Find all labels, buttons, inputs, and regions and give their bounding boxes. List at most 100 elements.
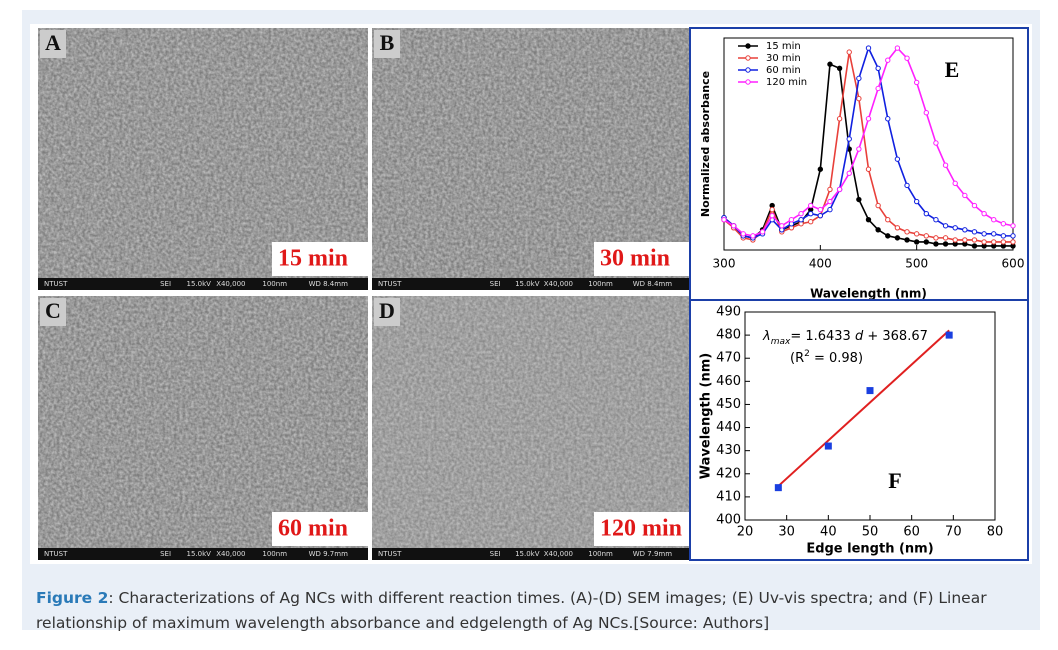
sem-footer-bar (38, 278, 368, 290)
point-marker (971, 237, 978, 243)
point-marker (808, 202, 814, 209)
point-marker (827, 186, 833, 193)
sem-footer-text: WD 8.4mm (633, 280, 672, 288)
point-marker (962, 192, 968, 199)
point-marker (991, 217, 997, 223)
caption-label: Figure 2 (36, 589, 109, 607)
sem-footer-text: 100nm (588, 280, 613, 288)
r-squared-part: 2 (804, 349, 810, 359)
legend-label: 60 min (766, 65, 801, 76)
time-label-box (272, 512, 368, 546)
point-marker (952, 237, 958, 243)
panel-label-box (40, 298, 66, 326)
point-marker (904, 237, 910, 243)
sem-footer-bar (38, 548, 368, 560)
time-label: 120 min (600, 516, 682, 542)
y-tick-label: 400 (716, 513, 741, 528)
time-label-box (594, 242, 690, 276)
point-marker (808, 219, 814, 225)
fit-line (777, 329, 950, 487)
caption: Figure 2: Characterizations of Ag NCs wi… (36, 586, 1036, 636)
point-marker (1010, 233, 1016, 239)
point-marker (856, 146, 862, 152)
point-marker (904, 55, 910, 61)
y-tick-label: 420 (716, 466, 741, 481)
panel-label-box (374, 298, 400, 326)
y-tick-label: 460 (716, 374, 741, 389)
point-marker (875, 202, 881, 209)
point-marker (894, 225, 901, 231)
point-marker (981, 231, 987, 237)
point-marker (991, 231, 997, 237)
point-marker (942, 223, 949, 229)
sem-footer-text: 100nm (262, 550, 287, 558)
sem-footer-text: 15.0kV (187, 280, 212, 288)
sem-footer-text: 100nm (588, 550, 613, 558)
point-marker (827, 198, 833, 205)
point-marker (885, 116, 891, 122)
r-squared-part: (R (790, 351, 804, 366)
x-tick-label: 400 (809, 257, 832, 271)
point-marker (942, 162, 949, 168)
sem-footer-text: WD 9.7mm (309, 550, 348, 558)
point-marker (933, 235, 939, 241)
x-tick-label: 500 (905, 257, 928, 271)
point-marker (827, 61, 833, 67)
figure: NTUST SEI 15.0kV X40,000 100nm WD 8.4mm A 15 mi… (30, 24, 1032, 564)
point-marker (971, 243, 978, 249)
y-tick-label: 430 (716, 443, 741, 458)
data-point (866, 387, 874, 395)
point-marker (779, 223, 785, 229)
panel-frame (689, 27, 1029, 561)
sem-footer-text: NTUST (44, 280, 68, 288)
point-marker (962, 227, 968, 233)
sem-footer-text: NTUST (378, 280, 402, 288)
sem-footer-bar (372, 548, 690, 560)
panel-label: C (45, 298, 61, 323)
point-marker (913, 198, 920, 205)
sem-footer-text: X40,000 (216, 280, 245, 288)
point-marker (991, 239, 997, 245)
point-marker (788, 217, 795, 223)
panel-label-box (40, 30, 66, 58)
point-marker (981, 239, 987, 245)
sem-footer-text: NTUST (44, 550, 68, 558)
x-axis-title: Wavelength (nm) (810, 287, 927, 301)
point-marker (769, 212, 775, 219)
x-tick-label: 600 (1002, 257, 1025, 271)
point-marker (904, 229, 910, 235)
panel-label: F (888, 468, 901, 493)
x-axis-title: Edge length (nm) (806, 542, 933, 557)
sem-texture (38, 296, 368, 548)
point-marker (885, 233, 891, 239)
point-marker (808, 210, 814, 217)
point-marker (836, 116, 843, 122)
time-label: 60 min (278, 516, 348, 542)
point-marker (846, 170, 852, 176)
point-marker (894, 156, 901, 162)
point-marker (875, 65, 881, 71)
point-marker (730, 223, 737, 229)
point-marker (798, 217, 804, 223)
point-marker (846, 49, 852, 55)
panel-label: B (380, 30, 395, 55)
point-marker (817, 212, 824, 219)
sem-footer-bar (372, 278, 690, 290)
legend-label: 15 min (766, 41, 801, 52)
panel-label-box (374, 30, 400, 58)
point-marker (856, 196, 862, 203)
point-marker (856, 95, 862, 102)
sem-texture (372, 296, 690, 548)
equation-part: d (855, 329, 864, 344)
point-marker (865, 217, 872, 223)
point-marker (856, 75, 862, 82)
caption-text: : Characterizations of Ag NCs with diffe… (36, 589, 987, 632)
point-marker (952, 180, 958, 187)
x-tick-label: 50 (862, 525, 879, 540)
panel-label: A (45, 30, 61, 55)
point-marker (913, 79, 920, 86)
point-marker (913, 231, 920, 237)
point-marker (865, 116, 872, 122)
y-tick-label: 440 (716, 420, 741, 435)
point-marker (836, 65, 843, 71)
